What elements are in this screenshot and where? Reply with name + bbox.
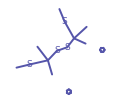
Text: S: S (62, 17, 68, 26)
Text: S: S (54, 46, 60, 55)
Text: S: S (64, 43, 70, 52)
Text: S: S (27, 60, 32, 69)
